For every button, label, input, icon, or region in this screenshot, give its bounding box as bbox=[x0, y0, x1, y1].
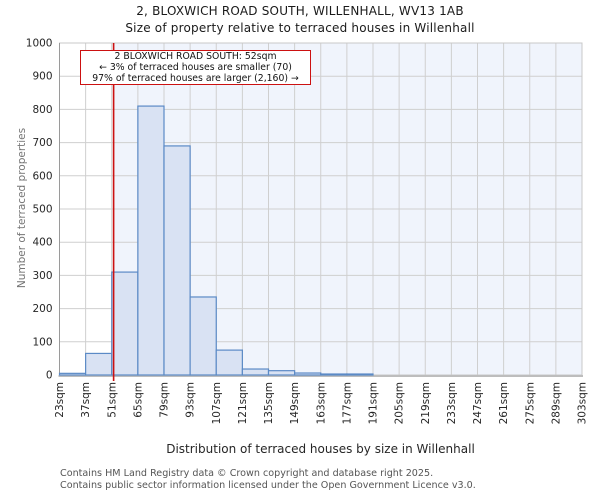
x-tick-label: 219sqm bbox=[420, 382, 432, 424]
histogram-bar bbox=[189, 296, 217, 376]
page-title: 2, BLOXWICH ROAD SOUTH, WILLENHALL, WV13… bbox=[136, 4, 464, 18]
x-tick-label: 135sqm bbox=[263, 382, 275, 424]
y-tick-label: 100 bbox=[32, 336, 52, 348]
y-tick-label: 400 bbox=[32, 237, 52, 249]
x-tick-label: 121sqm bbox=[237, 382, 249, 424]
x-tick-label: 37sqm bbox=[80, 382, 92, 418]
annotation-box: 2 BLOXWICH ROAD SOUTH: 52sqm ← 3% of ter… bbox=[80, 50, 311, 85]
y-tick-label: 1000 bbox=[26, 38, 53, 50]
x-tick-label: 149sqm bbox=[289, 382, 301, 424]
x-tick-label: 163sqm bbox=[315, 382, 327, 424]
x-tick-label: 289sqm bbox=[550, 382, 562, 424]
y-tick-label: 800 bbox=[32, 104, 52, 116]
y-tick-label: 500 bbox=[32, 204, 52, 216]
histogram-bar bbox=[58, 372, 87, 376]
histogram-bar bbox=[294, 372, 322, 376]
x-tick-label: 261sqm bbox=[498, 382, 510, 424]
histogram-bar bbox=[85, 352, 113, 376]
x-axis-title: Distribution of terraced houses by size … bbox=[166, 442, 475, 456]
x-tick-label: 51sqm bbox=[106, 382, 118, 418]
histogram-bar bbox=[215, 349, 243, 376]
y-tick-label: 300 bbox=[32, 270, 52, 282]
histogram-bar bbox=[346, 373, 374, 376]
x-tick-label: 79sqm bbox=[159, 382, 171, 418]
y-tick-label: 0 bbox=[46, 370, 53, 382]
x-tick-label: 93sqm bbox=[185, 382, 197, 418]
page-subtitle: Size of property relative to terraced ho… bbox=[125, 21, 475, 35]
annotation-line-1: 2 BLOXWICH ROAD SOUTH: 52sqm bbox=[114, 51, 277, 62]
annotation-line-2: ← 3% of terraced houses are smaller (70) bbox=[99, 62, 292, 73]
x-tick-label: 247sqm bbox=[472, 382, 484, 424]
y-tick-label: 600 bbox=[32, 170, 52, 182]
x-tick-label: 205sqm bbox=[394, 382, 406, 424]
x-tick-label: 303sqm bbox=[577, 382, 589, 424]
histogram-bar bbox=[111, 271, 139, 376]
x-tick-label: 275sqm bbox=[524, 382, 536, 424]
histogram-bar bbox=[163, 145, 191, 376]
histogram-bar bbox=[267, 370, 296, 376]
annotation-line-3: 97% of terraced houses are larger (2,160… bbox=[92, 73, 299, 84]
footer-line-2: Contains public sector information licen… bbox=[60, 480, 476, 491]
histogram-bar bbox=[137, 105, 165, 376]
y-tick-label: 200 bbox=[32, 303, 52, 315]
x-tick-label: 23sqm bbox=[54, 382, 66, 418]
x-tick-label: 177sqm bbox=[341, 382, 353, 424]
y-tick-label: 700 bbox=[32, 137, 52, 149]
x-tick-label: 191sqm bbox=[368, 382, 380, 424]
histogram-bar bbox=[241, 368, 270, 376]
footer-line-1: Contains HM Land Registry data © Crown c… bbox=[60, 468, 434, 479]
x-tick-label: 65sqm bbox=[132, 382, 144, 418]
histogram-bar bbox=[320, 373, 348, 376]
y-tick-label: 900 bbox=[32, 71, 52, 83]
x-tick-label: 107sqm bbox=[211, 382, 223, 424]
y-axis-title: Number of terraced properties bbox=[16, 127, 28, 289]
x-tick-label: 233sqm bbox=[446, 382, 458, 424]
